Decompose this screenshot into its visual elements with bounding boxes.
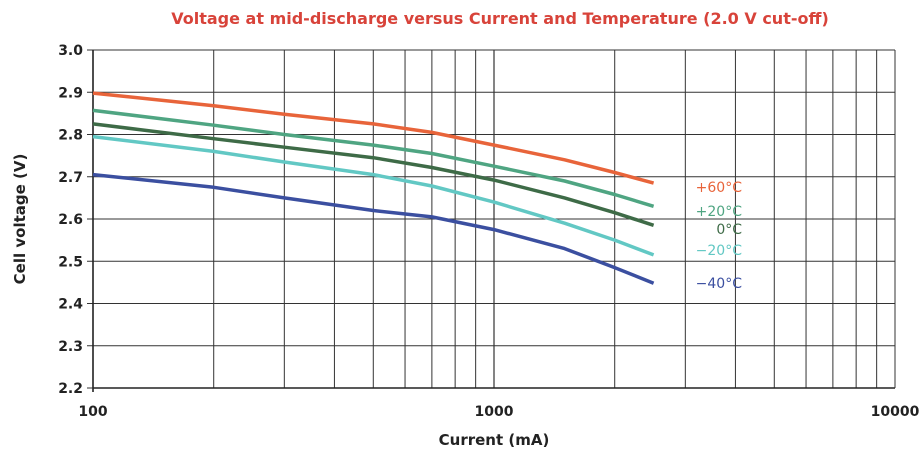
series-label: −20°C xyxy=(696,243,743,259)
series-lines xyxy=(92,91,655,285)
y-tick-label: 2.7 xyxy=(58,170,83,186)
x-tick-label: 1000 xyxy=(475,404,514,420)
series-line xyxy=(92,91,655,185)
series-line xyxy=(92,172,655,285)
y-tick-label: 2.5 xyxy=(58,254,83,270)
series-line xyxy=(92,108,655,208)
tick-labels: 3.0 2.9 2.8 2.7 2.6 2.5 2.4 2.3 2.2 100 1000 10000 xyxy=(58,43,919,420)
y-tick-label: 2.8 xyxy=(58,128,83,144)
series-label: +20°C xyxy=(696,204,743,220)
y-tick-label: 2.9 xyxy=(58,85,83,101)
series-labels: +60°C +20°C 0°C −20°C −40°C xyxy=(696,180,743,292)
series-label: 0°C xyxy=(716,222,742,238)
x-tick-label: 10000 xyxy=(871,404,920,420)
series-line xyxy=(92,134,655,257)
y-tick-label: 2.2 xyxy=(58,381,83,397)
series-line xyxy=(92,122,655,227)
y-tick-label: 2.3 xyxy=(58,339,83,355)
y-tick-label: 2.6 xyxy=(58,212,83,228)
chart-title: Voltage at mid-discharge versus Current … xyxy=(171,9,829,28)
y-axis-label: Cell voltage (V) xyxy=(11,154,29,285)
x-axis-label: Current (mA) xyxy=(439,431,550,449)
series-label: −40°C xyxy=(696,276,743,292)
y-tick-label: 2.4 xyxy=(58,297,83,313)
y-tick-label: 3.0 xyxy=(58,43,83,59)
grid xyxy=(87,49,895,389)
axes xyxy=(92,50,896,392)
x-tick-label: 100 xyxy=(78,404,107,420)
series-label: +60°C xyxy=(696,180,743,196)
